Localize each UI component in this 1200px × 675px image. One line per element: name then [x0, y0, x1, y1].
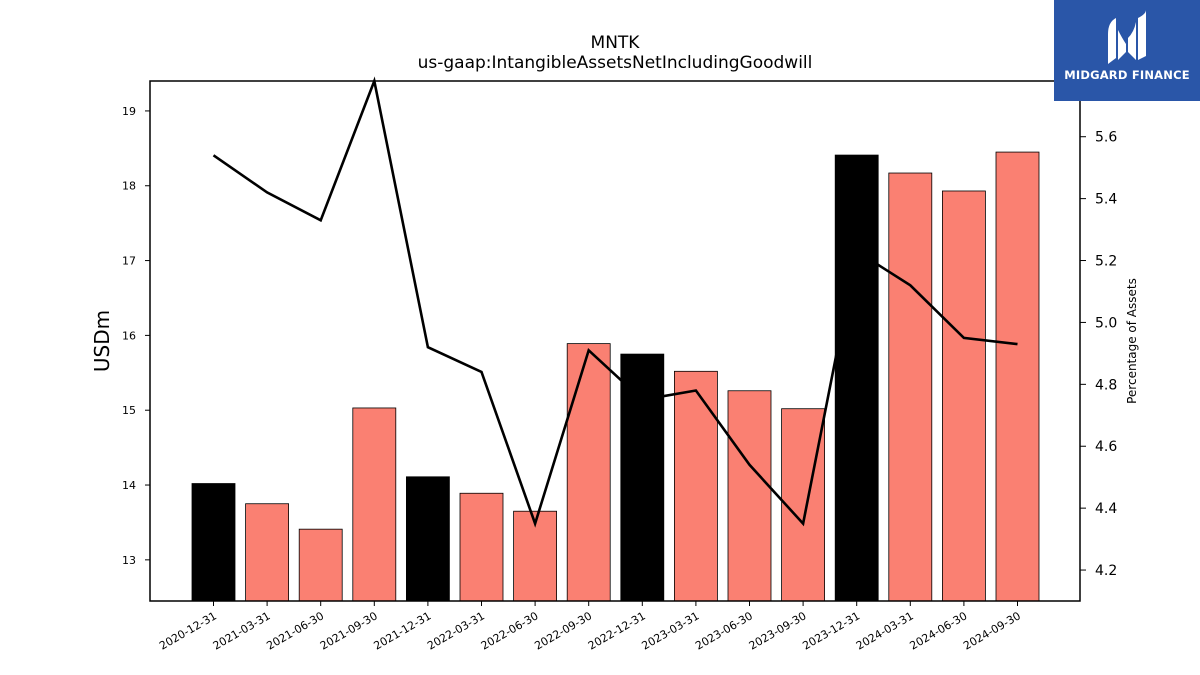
chart-subtitle: us-gaap:IntangibleAssetsNetIncludingGood…: [418, 53, 813, 73]
x-tick-label: 2021-12-31: [372, 609, 434, 652]
x-tick-label: 2022-06-30: [479, 609, 541, 652]
y-axis-label-left: USDm: [90, 310, 114, 372]
y-tick-label-left: 18: [122, 180, 136, 193]
x-tick-label: 2022-09-30: [532, 609, 594, 652]
y-tick-label-right: 5.6: [1095, 130, 1117, 146]
bar-2022-12-31: [620, 353, 665, 602]
brand-name: MIDGARD FINANCE: [1064, 68, 1190, 82]
bar-2023-12-31: [834, 154, 879, 602]
y-tick-label-right: 4.6: [1095, 439, 1117, 455]
bar-2023-03-31: [674, 370, 718, 602]
plot-frame: [149, 80, 1081, 602]
y-tick-label-left: 14: [122, 479, 136, 492]
x-tick-label: 2023-06-30: [693, 609, 755, 652]
y-tick-label-left: 16: [122, 329, 136, 342]
y-axis-label-right: Percentage of Assets: [1125, 278, 1139, 404]
x-tick-label: 2024-03-31: [854, 609, 916, 652]
x-tick-label: 2024-06-30: [908, 609, 970, 652]
y-tick-label-right: 4.8: [1095, 377, 1117, 393]
y-tick-label-left: 13: [122, 554, 136, 567]
bar-2023-09-30: [781, 408, 825, 602]
bar-2024-03-31: [888, 172, 933, 602]
y-tick-label-right: 5.0: [1095, 315, 1117, 331]
x-tick-label: 2023-12-31: [800, 609, 862, 652]
x-tick-label: 2022-03-31: [425, 609, 487, 652]
bar-2020-12-31: [191, 483, 236, 602]
line-layer: [212, 76, 1018, 528]
percentage-line: [212, 76, 1018, 528]
y-axis-right: 4.2 4.4 4.6 4.8 5.0 5.2 5.4 5.6: [1080, 130, 1117, 579]
bar-2022-03-31: [459, 492, 504, 602]
y-axis-left: 13 14 15 16 17 18 19: [122, 105, 150, 567]
x-tick-label: 2021-09-30: [318, 609, 380, 652]
bar-2024-09-30: [995, 151, 1040, 602]
bar-2021-06-30: [298, 528, 343, 602]
midgard-logo-icon: [1108, 10, 1146, 64]
x-tick-label: 2022-12-31: [586, 609, 648, 652]
y-tick-label-left: 19: [122, 105, 136, 118]
bars-layer: [191, 151, 1040, 602]
bar-2024-06-30: [942, 190, 986, 602]
x-tick-label: 2023-03-31: [640, 609, 702, 652]
bar-2023-06-30: [727, 390, 772, 602]
x-tick-label: 2020-12-31: [157, 609, 219, 652]
y-tick-label-right: 5.2: [1095, 254, 1117, 270]
y-tick-label-right: 4.4: [1095, 501, 1117, 517]
x-tick-label: 2021-06-30: [264, 609, 326, 652]
y-tick-label-right: 5.4: [1095, 192, 1117, 208]
y-tick-label-left: 15: [122, 404, 136, 417]
x-axis: 2020-12-312021-03-312021-06-302021-09-30…: [157, 601, 1023, 653]
bar-2022-09-30: [566, 343, 611, 602]
x-tick-label: 2021-03-31: [211, 609, 273, 652]
x-tick-label: 2023-09-30: [747, 609, 809, 652]
bar-2021-09-30: [352, 407, 397, 602]
y-tick-label-right: 4.2: [1095, 563, 1117, 579]
bar-2021-03-31: [245, 503, 290, 602]
brand-logo: MIDGARD FINANCE: [1054, 0, 1200, 101]
chart-title: MNTK: [591, 33, 641, 53]
y-tick-label-left: 17: [122, 255, 136, 268]
x-tick-label: 2024-09-30: [961, 609, 1023, 652]
bar-2021-12-31: [405, 476, 450, 602]
